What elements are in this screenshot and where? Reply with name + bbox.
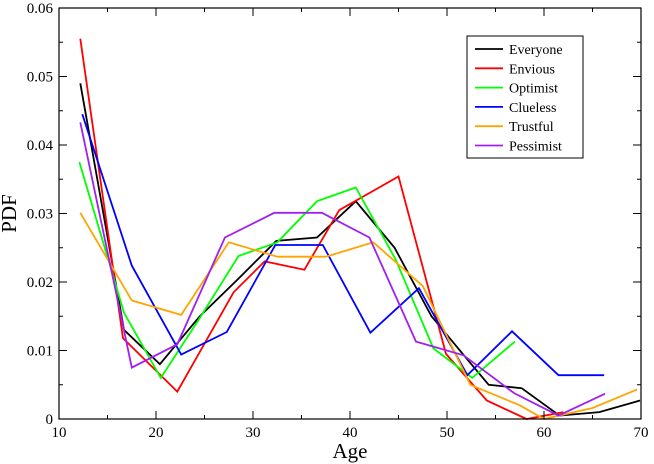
y-tick-label: 0.04	[27, 138, 54, 154]
series-line-envious	[79, 38, 564, 420]
legend-label-everyone: Everyone	[509, 43, 563, 58]
x-tick-label: 50	[440, 425, 455, 441]
x-tick-label: 30	[246, 425, 261, 441]
x-tick-label: 40	[343, 425, 358, 441]
x-axis: 10 20 30 40 50 60 70	[52, 8, 649, 441]
x-tick-label: 60	[537, 425, 552, 441]
legend: Everyone Envious Optimist Clueless Trustful P…	[466, 35, 584, 159]
x-tick-label: 10	[52, 425, 67, 441]
legend-label-clueless: Clueless	[509, 101, 556, 116]
y-tick-label: 0	[46, 412, 54, 428]
y-axis-title: PDF	[0, 194, 21, 233]
series-line-trustful	[79, 212, 638, 420]
y-tick-label: 0.02	[27, 275, 53, 291]
series-line-pessimist	[79, 122, 606, 417]
series-layer	[78, 38, 641, 420]
y-axis: 0 0.01 0.02 0.03 0.04 0.05 0.06	[27, 1, 641, 428]
legend-label-envious: Envious	[509, 62, 555, 77]
y-tick-label: 0.06	[27, 1, 54, 17]
series-line-clueless	[81, 113, 605, 377]
x-tick-label: 20	[149, 425, 164, 441]
y-tick-label: 0.03	[27, 207, 53, 223]
legend-label-trustful: Trustful	[509, 120, 554, 135]
x-axis-title: Age	[333, 439, 368, 463]
series-line-optimist	[78, 161, 516, 380]
y-tick-label: 0.05	[27, 70, 53, 86]
legend-label-pessimist: Pessimist	[509, 140, 562, 155]
y-tick-label: 0.01	[27, 344, 53, 360]
legend-box	[466, 35, 584, 159]
x-tick-label: 70	[634, 425, 649, 441]
legend-label-optimist: Optimist	[509, 82, 558, 97]
